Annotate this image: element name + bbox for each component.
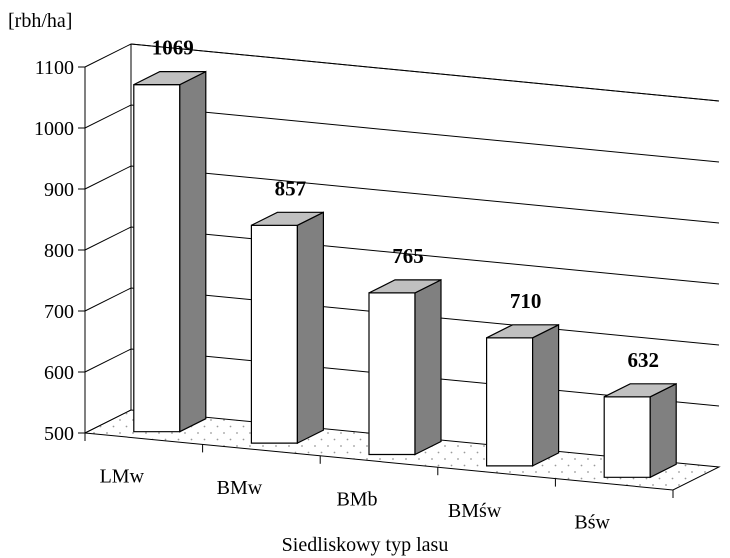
gridline bbox=[84, 104, 720, 163]
bar-front bbox=[486, 337, 534, 467]
bar-value-label: 632 bbox=[627, 348, 659, 372]
bar-side bbox=[179, 70, 207, 433]
gridlines bbox=[84, 43, 720, 407]
y-tick-label: 800 bbox=[44, 240, 74, 262]
bar bbox=[250, 211, 324, 445]
bars bbox=[133, 70, 677, 479]
bar-top bbox=[251, 211, 324, 226]
bar-front bbox=[368, 292, 416, 456]
x-axis-title: Siedliskowy typ lasu bbox=[282, 534, 449, 556]
bar-value-label: 1069 bbox=[152, 36, 194, 60]
bar-top bbox=[368, 279, 442, 294]
x-tick-label: BMśw bbox=[448, 500, 502, 522]
x-tick-label: BMw bbox=[217, 477, 263, 499]
bar-side bbox=[649, 382, 677, 479]
bar-side bbox=[531, 323, 560, 467]
bar bbox=[486, 323, 560, 467]
bar-value-label: 765 bbox=[392, 244, 424, 268]
bar bbox=[133, 70, 207, 433]
bar-front bbox=[133, 83, 181, 433]
x-tick-label: LMw bbox=[100, 466, 145, 488]
gridline bbox=[84, 226, 720, 285]
bar-top bbox=[486, 324, 559, 339]
gridline bbox=[84, 165, 720, 224]
y-tick-label: 600 bbox=[44, 362, 74, 384]
bar-top bbox=[133, 70, 207, 86]
y-axis-title: [rbh/ha] bbox=[8, 10, 72, 32]
y-tick-label: 1100 bbox=[35, 57, 74, 79]
y-tick-label: 500 bbox=[44, 423, 74, 445]
bar-side bbox=[414, 278, 442, 456]
bar-top bbox=[603, 383, 677, 398]
y-tick-label: 900 bbox=[44, 179, 74, 201]
bar-value-label: 710 bbox=[510, 289, 542, 313]
bar-side bbox=[296, 211, 324, 445]
bar-front bbox=[603, 396, 651, 478]
x-tick-label: Bśw bbox=[574, 511, 610, 533]
bar bbox=[603, 382, 677, 479]
value-labels: 1069 857 765 710 632 bbox=[152, 36, 659, 372]
y-axis: 500 600 700 800 900 1000 1100 bbox=[34, 57, 85, 445]
bar bbox=[368, 278, 442, 456]
bar-front bbox=[250, 224, 298, 444]
x-axis: LMw BMw BMb BMśw Bśw bbox=[84, 433, 674, 533]
y-tick-label: 1000 bbox=[34, 118, 74, 140]
y-tick-label: 700 bbox=[44, 301, 74, 323]
x-tick-label: BMb bbox=[336, 489, 377, 511]
gridline bbox=[84, 43, 720, 102]
bar-value-label: 857 bbox=[275, 176, 307, 200]
